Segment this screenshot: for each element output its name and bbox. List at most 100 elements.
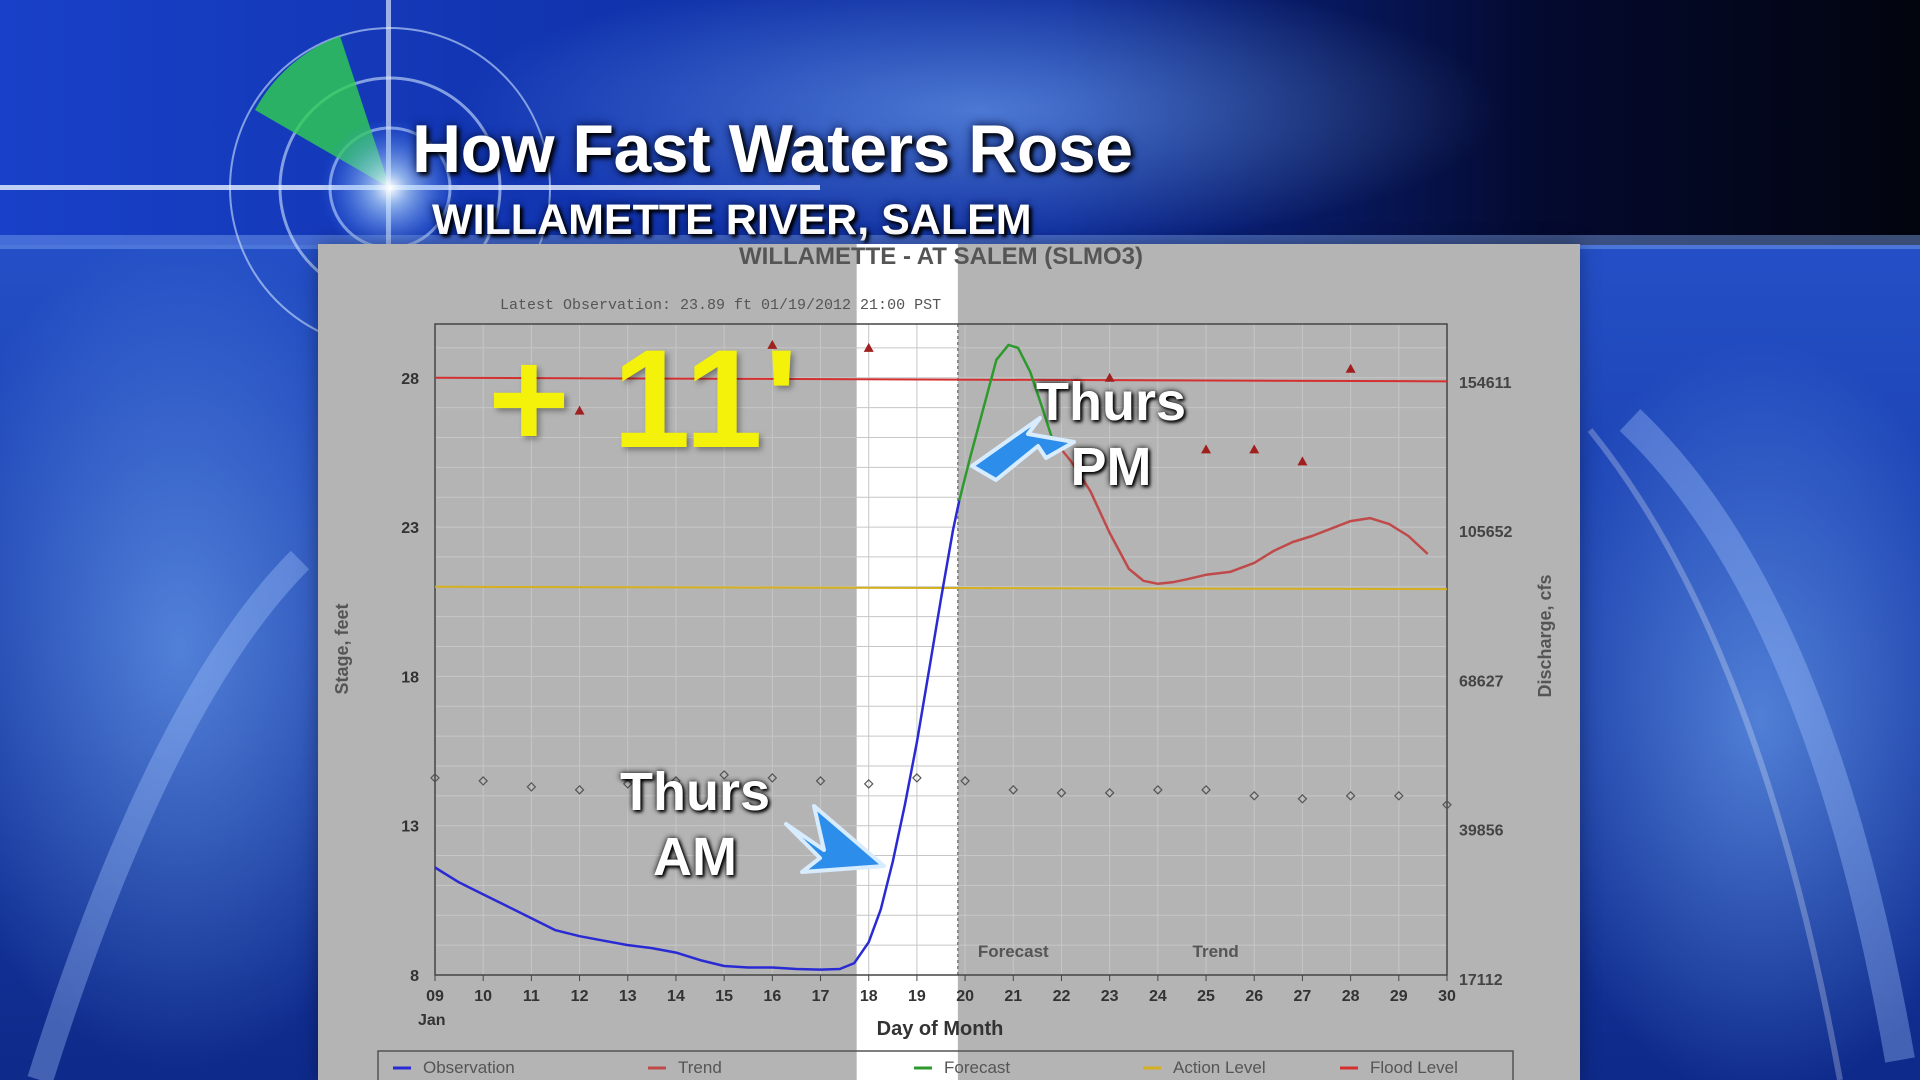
- legend-label: Action Level: [1173, 1058, 1266, 1077]
- diamond-marker: [478, 776, 489, 786]
- x-month-label: Jan: [418, 1012, 446, 1029]
- x-tick-label: 13: [619, 988, 637, 1005]
- annotation-thurs-pm-line2: PM: [1070, 436, 1152, 497]
- highlight-band-layer: [856, 244, 958, 1080]
- diamond-marker: [526, 782, 537, 792]
- y2-tick-label: 154611: [1459, 375, 1512, 392]
- red-triangle-marker: [1297, 456, 1308, 466]
- x-tick-label: 27: [1294, 988, 1312, 1005]
- red-triangle-marker: [1345, 363, 1356, 373]
- annotation-thurs-am-line2: AM: [653, 826, 737, 887]
- headline: How Fast Waters Rose: [412, 111, 1133, 187]
- y2-tick-label: 68627: [1459, 673, 1504, 690]
- diamond-marker: [430, 773, 440, 783]
- latest-observation: Latest Observation: 23.89 ft 01/19/2012 …: [500, 297, 941, 314]
- hydrograph-panel: 09 10 11 12 13 14 15 16 17 18 19 20 21 22 23 24 25 26 27 28…: [318, 244, 1580, 1080]
- x-tick-label: 24: [1149, 988, 1167, 1005]
- flood-level-line: [434, 376, 1448, 383]
- x-tick-label: 25: [1197, 988, 1215, 1005]
- y-tick-label: 28: [401, 371, 419, 388]
- diamond-marker: [1008, 785, 1019, 795]
- annotation-thurs-am: Thurs AM: [620, 760, 770, 890]
- x-tick-label: 11: [523, 988, 540, 1005]
- observation-series-line: [434, 500, 961, 971]
- x-tick-label: 15: [715, 988, 733, 1005]
- y2-axis-label: Discharge, cfs: [1535, 574, 1555, 697]
- x-tick-label: 23: [1101, 988, 1119, 1005]
- y2-tick-label: 39856: [1459, 823, 1504, 840]
- diamond-marker: [1104, 787, 1115, 798]
- legend-label: Flood Level: [1370, 1058, 1458, 1077]
- diamond-marker: [671, 776, 681, 786]
- diamond-marker: [1201, 785, 1211, 795]
- red-triangle-marker: [1104, 372, 1115, 382]
- y2-tick-label: 105652: [1459, 524, 1512, 541]
- region-label: Forecast: [978, 942, 1049, 961]
- annotation-thurs-pm-line1: Thurs: [1036, 372, 1187, 432]
- x-tick-label: 20: [956, 988, 974, 1005]
- red-triangle-marker: [1249, 444, 1260, 454]
- trend-series-line: [1050, 436, 1429, 586]
- y-tick-label: 8: [410, 968, 419, 985]
- region-label: Trend: [1193, 942, 1239, 961]
- highlight-band: [856, 244, 958, 1080]
- grid-layer: [434, 324, 1448, 981]
- legend-label: Trend: [678, 1058, 722, 1077]
- y-axis-label: Stage, feet: [332, 603, 352, 694]
- diamond-marker: [1153, 785, 1163, 795]
- action-level-line: [434, 585, 1448, 591]
- legend-label: Observation: [423, 1058, 515, 1077]
- x-tick-label: 17: [812, 988, 830, 1005]
- x-tick-label: 16: [763, 988, 781, 1005]
- hydrograph-chart: 09 10 11 12 13 14 15 16 17 18 19 20 21 22 23 24 25 26 27 28…: [332, 244, 1555, 1080]
- diamond-marker: [1297, 793, 1308, 804]
- marker-layer: [430, 339, 1452, 810]
- diamond-marker: [719, 770, 729, 780]
- red-triangle-marker: [863, 342, 874, 352]
- diamond-marker: [1442, 799, 1452, 810]
- diamond-marker: [767, 773, 778, 783]
- forecast-series-line: [958, 343, 1053, 501]
- red-triangle-marker: [574, 405, 585, 415]
- x-tick-label: 29: [1390, 988, 1408, 1005]
- diamond-marker: [863, 779, 874, 789]
- rise-label: + 11': [488, 320, 800, 477]
- annotation-thurs-am-line1: Thurs: [620, 762, 771, 822]
- x-tick-label: 30: [1438, 988, 1456, 1005]
- diamond-marker: [574, 785, 585, 795]
- tick-label-layer: 09 10 11 12 13 14 15 16 17 18 19 20 21 22 23 24 25 26 27 28…: [401, 371, 1512, 1005]
- diamond-marker: [1345, 790, 1356, 801]
- plot-frame: [434, 323, 1448, 976]
- series-layer: [434, 343, 1448, 971]
- x-tick-label: 22: [1053, 988, 1071, 1005]
- diamond-marker: [912, 773, 922, 783]
- diamond-marker: [1056, 787, 1067, 798]
- annotation-thurs-pm: Thurs PM: [1036, 370, 1186, 500]
- x-tick-label: 09: [426, 988, 444, 1005]
- arrow-pm-icon: [970, 416, 1076, 482]
- y-tick-label: 18: [401, 669, 419, 686]
- diamond-marker: [1393, 790, 1404, 801]
- x-axis-label: Day of Month: [877, 1018, 1004, 1040]
- chart-title: WILLAMETTE - AT SALEM (SLMO3): [739, 244, 1143, 270]
- y-tick-label: 13: [401, 819, 419, 836]
- diamond-marker: [815, 776, 826, 786]
- x-tick-label: 21: [1004, 988, 1022, 1005]
- diamond-marker: [1249, 790, 1260, 801]
- legend-label: Forecast: [944, 1058, 1010, 1077]
- legend-box: [377, 1050, 1514, 1080]
- x-tick-label: 12: [571, 988, 589, 1005]
- x-tick-label: 26: [1245, 988, 1263, 1005]
- x-tick-label: 10: [474, 988, 492, 1005]
- x-tick-label: 28: [1342, 988, 1360, 1005]
- red-triangle-marker: [767, 339, 778, 349]
- arrow-am-icon: [784, 804, 886, 874]
- subheadline: WILLAMETTE RIVER, SALEM: [432, 196, 1032, 244]
- red-triangle-marker: [1201, 444, 1212, 454]
- legend: Observation Trend Forecast Action Level Floo…: [377, 1050, 1514, 1080]
- x-tick-label: 19: [908, 988, 926, 1005]
- y2-tick-label: 17112: [1459, 972, 1503, 989]
- x-tick-label: 14: [667, 988, 685, 1005]
- diamond-marker: [622, 779, 633, 789]
- diamond-marker: [960, 776, 970, 786]
